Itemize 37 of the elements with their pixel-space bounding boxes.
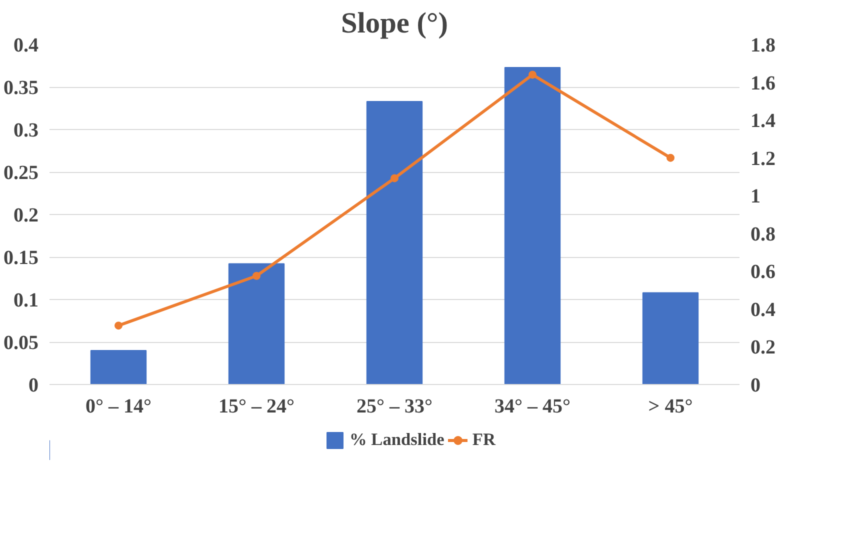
chart-title: Slope (°)	[340, 8, 448, 40]
y-tick-label: 0.3	[14, 120, 38, 142]
legend-label: FR	[472, 430, 496, 450]
x-tick-label: > 45°	[648, 396, 693, 418]
y2-tick-label: 1	[750, 186, 760, 208]
point	[390, 174, 398, 182]
y2-tick-label: 0.4	[750, 298, 776, 321]
y2-tick-label: 1.4	[750, 110, 776, 132]
x-tick-label: 34° – 45°	[494, 396, 570, 418]
y2-tick-label: 0.8	[750, 223, 776, 246]
x-tick-label: 25° – 33°	[356, 396, 432, 418]
point	[252, 272, 260, 280]
y-tick-label: 0.25	[4, 162, 38, 184]
y-tick-label: 0.15	[4, 247, 38, 269]
y2-tick-label: 1.2	[750, 148, 776, 170]
bar	[504, 66, 561, 384]
bar	[642, 292, 699, 384]
y-tick-label: 0.2	[14, 204, 38, 226]
bar	[366, 100, 423, 384]
legend-label: % Landslide	[350, 430, 444, 450]
point	[528, 70, 536, 79]
bar	[228, 263, 285, 384]
y2-tick-label: 0	[750, 374, 760, 396]
y-tick-label: 0	[28, 374, 38, 396]
y2-tick-label: 0.6	[750, 261, 776, 284]
y-tick-label: 0.35	[4, 77, 38, 99]
bar	[90, 350, 147, 384]
y2-tick-label: 1.8	[750, 34, 776, 56]
y2-tick-label: 1.6	[750, 72, 776, 94]
point	[666, 154, 674, 162]
y2-tick-label: 0.2	[750, 336, 776, 359]
x-tick-label: 15° – 24°	[218, 396, 294, 418]
y-tick-label: 0.1	[14, 290, 38, 312]
point	[114, 322, 122, 330]
y-tick-label: 0.05	[4, 332, 38, 354]
y-tick-label: 0.4	[14, 34, 38, 56]
x-tick-label: 0° – 14°	[86, 396, 152, 418]
